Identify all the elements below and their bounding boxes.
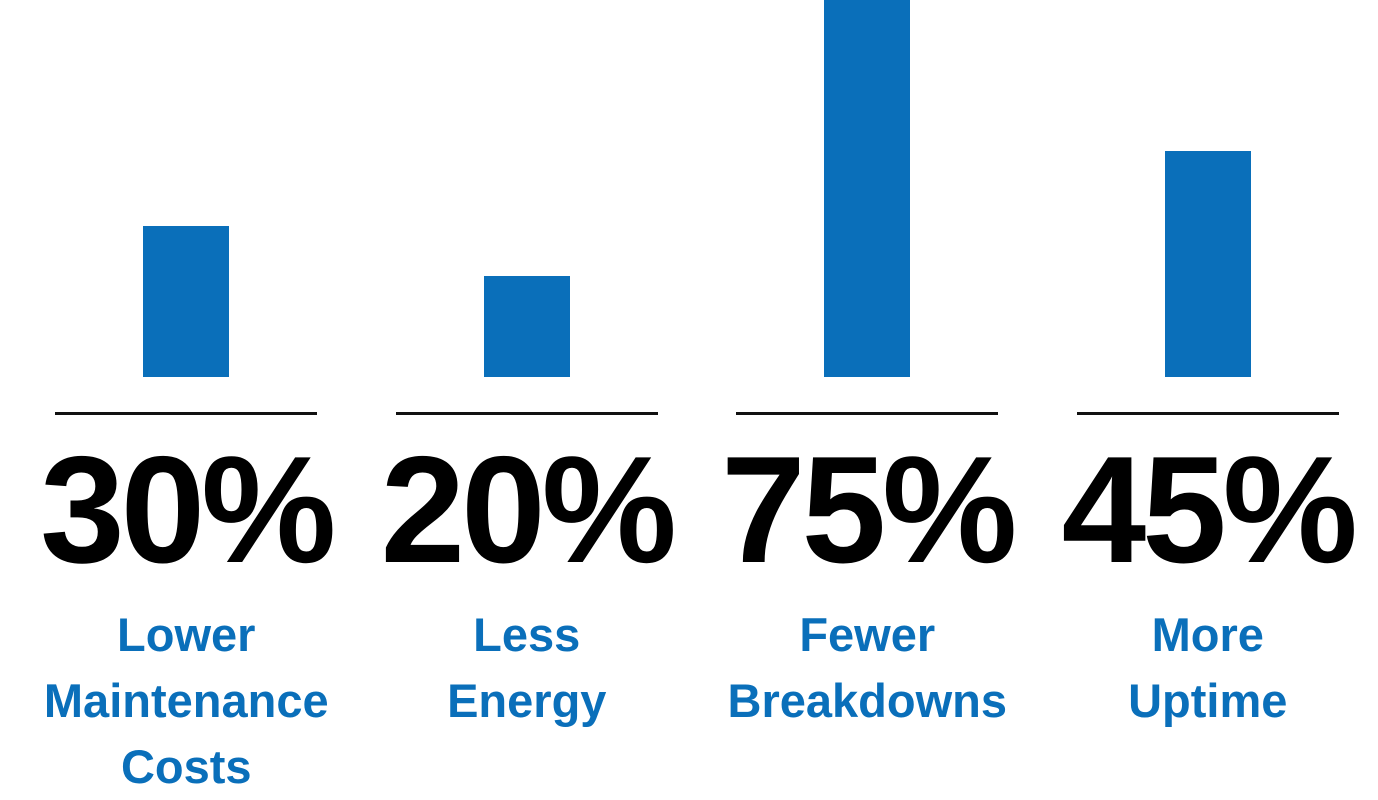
column: 75%Fewer Breakdowns <box>697 0 1038 787</box>
category-label: Fewer Breakdowns <box>728 602 1007 734</box>
value-label: 20% <box>357 425 698 595</box>
bar <box>143 226 229 377</box>
category-label: More Uptime <box>1128 602 1287 734</box>
bar-area <box>16 0 357 377</box>
bar-area <box>1038 0 1378 377</box>
bar <box>484 276 570 377</box>
bar-area <box>697 0 1038 377</box>
category-label: Less Energy <box>447 602 606 734</box>
baseline-rule <box>55 412 317 415</box>
value-label: 30% <box>16 425 357 595</box>
bar <box>824 0 910 377</box>
bar-area <box>357 0 698 377</box>
baseline-rule <box>1077 412 1339 415</box>
baseline-rule <box>396 412 658 415</box>
column: 20%Less Energy <box>357 0 698 787</box>
value-label: 45% <box>1038 425 1378 595</box>
category-label: Lower Maintenance Costs <box>44 602 329 800</box>
column: 30%Lower Maintenance Costs <box>16 0 357 787</box>
column: 45%More Uptime <box>1038 0 1378 787</box>
baseline-rule <box>736 412 998 415</box>
bar <box>1165 151 1251 377</box>
value-label: 75% <box>697 425 1038 595</box>
